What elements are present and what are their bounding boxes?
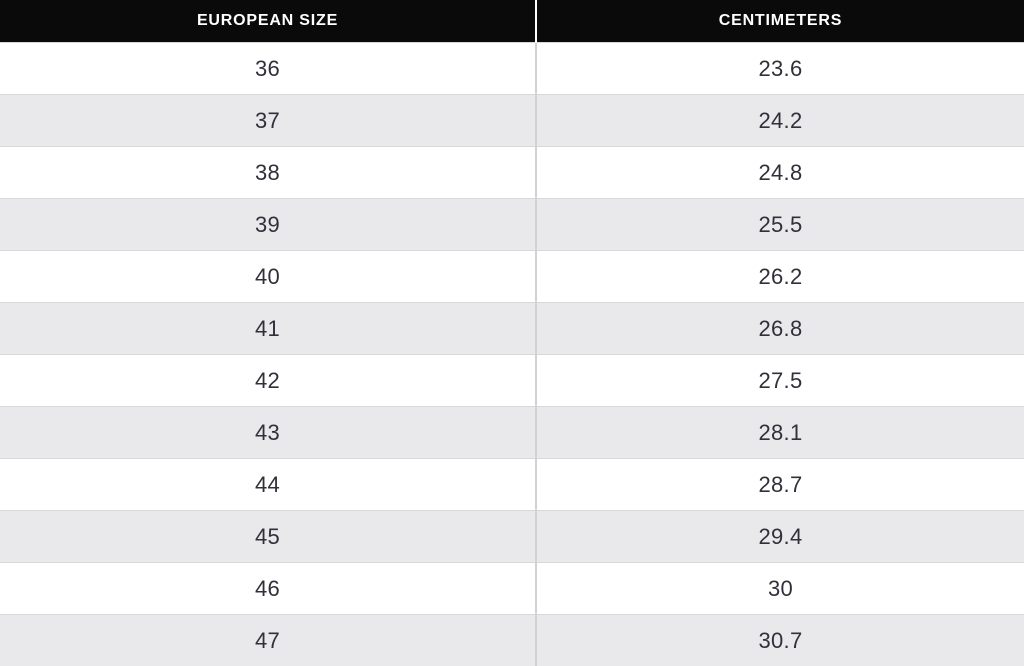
cell-centimeters: 29.4 [536, 511, 1024, 563]
cell-centimeters: 26.8 [536, 303, 1024, 355]
cell-european-size: 43 [0, 407, 536, 459]
cell-european-size: 45 [0, 511, 536, 563]
table-header-row: EUROPEAN SIZE CENTIMETERS [0, 0, 1024, 43]
column-header-european-size: EUROPEAN SIZE [0, 0, 536, 43]
cell-centimeters: 28.7 [536, 459, 1024, 511]
cell-european-size: 37 [0, 95, 536, 147]
column-header-centimeters: CENTIMETERS [536, 0, 1024, 43]
cell-european-size: 47 [0, 615, 536, 666]
cell-european-size: 44 [0, 459, 536, 511]
cell-centimeters: 28.1 [536, 407, 1024, 459]
cell-centimeters: 23.6 [536, 43, 1024, 95]
cell-european-size: 46 [0, 563, 536, 615]
cell-centimeters: 30 [536, 563, 1024, 615]
cell-european-size: 38 [0, 147, 536, 199]
cell-centimeters: 26.2 [536, 251, 1024, 303]
cell-centimeters: 24.2 [536, 95, 1024, 147]
cell-centimeters: 25.5 [536, 199, 1024, 251]
cell-european-size: 39 [0, 199, 536, 251]
cell-centimeters: 27.5 [536, 355, 1024, 407]
cell-centimeters: 24.8 [536, 147, 1024, 199]
cell-european-size: 40 [0, 251, 536, 303]
cell-european-size: 41 [0, 303, 536, 355]
cell-european-size: 36 [0, 43, 536, 95]
cell-european-size: 42 [0, 355, 536, 407]
cell-centimeters: 30.7 [536, 615, 1024, 666]
